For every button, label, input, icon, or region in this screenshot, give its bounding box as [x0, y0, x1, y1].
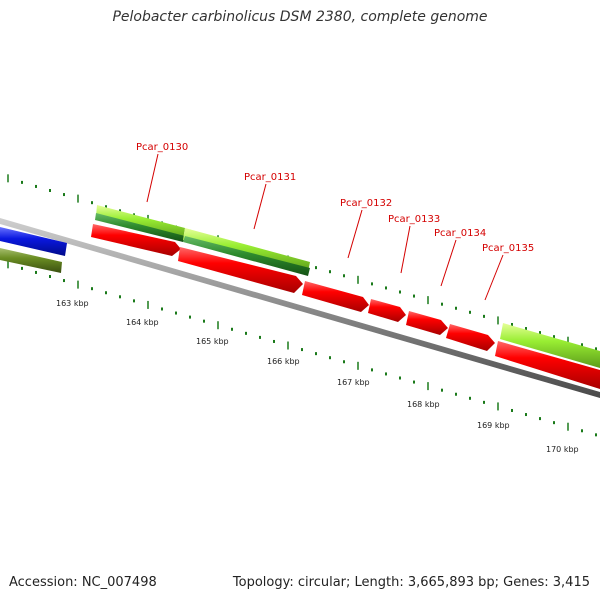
position-label: 166 kbp	[267, 357, 300, 366]
gene-arrow-pcar-0132	[302, 281, 369, 312]
genome-stats-text: Topology: circular; Length: 3,665,893 bp…	[232, 575, 590, 590]
gene-label-leaders	[146, 153, 504, 301]
gene-label-pcar-0130[interactable]: Pcar_0130	[136, 142, 188, 153]
position-label: 167 kbp	[337, 378, 370, 387]
position-label: 170 kbp	[546, 445, 579, 454]
gene-features	[0, 205, 600, 389]
gene-feature-light-green	[500, 323, 600, 368]
gene-feature-dark-green	[183, 236, 310, 276]
position-label: 163 kbp	[56, 299, 89, 308]
position-labels: 163 kbp 164 kbp 165 kbp 166 kbp 167 kbp …	[56, 299, 579, 454]
gene-feature-dark-green	[95, 213, 185, 242]
gene-label-pcar-0132[interactable]: Pcar_0132	[340, 198, 392, 209]
gene-feature-blue	[0, 227, 67, 256]
gene-labels: Pcar_0130 Pcar_0131 Pcar_0132 Pcar_0133 …	[136, 142, 534, 254]
gene-label-pcar-0131[interactable]: Pcar_0131	[244, 172, 296, 183]
gene-arrow-red	[495, 341, 600, 389]
page-title: Pelobacter carbinolicus DSM 2380, comple…	[112, 9, 488, 25]
gene-arrow-pcar-0133	[368, 299, 406, 322]
position-label: 164 kbp	[126, 318, 159, 327]
gene-label-pcar-0135[interactable]: Pcar_0135	[482, 243, 534, 254]
accession-text: Accession: NC_007498	[9, 575, 157, 590]
position-label: 169 kbp	[477, 421, 510, 430]
gene-arrow-pcar-0130	[91, 224, 181, 256]
gene-arrow-pcar-0134	[406, 311, 448, 335]
gene-feature-olive	[0, 248, 62, 273]
gene-arrow-pcar-0131	[178, 247, 303, 293]
gene-label-pcar-0133[interactable]: Pcar_0133	[388, 214, 440, 225]
position-label: 168 kbp	[407, 400, 440, 409]
gene-arrow-pcar-0135	[446, 324, 495, 351]
gene-label-pcar-0134[interactable]: Pcar_0134	[434, 228, 486, 239]
genome-backbone	[0, 218, 600, 398]
position-label: 165 kbp	[196, 337, 229, 346]
